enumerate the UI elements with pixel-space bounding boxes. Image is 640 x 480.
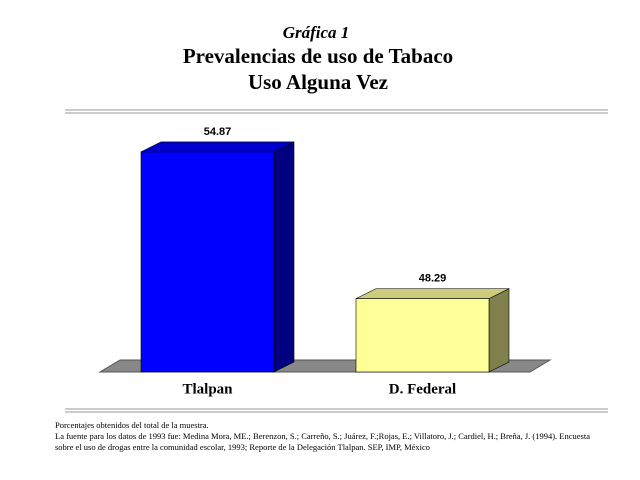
bar-top <box>355 288 510 299</box>
chart-subtitle: Uso Alguna Vez <box>248 70 388 94</box>
data-label: 54.87 <box>204 126 232 138</box>
bar <box>140 151 275 373</box>
note: sobre el uso de drogas entre la comunida… <box>55 442 430 452</box>
x-tick-label: Tlalpan <box>182 381 233 397</box>
data-label: 48.29 <box>419 273 447 285</box>
note: Porcentajes obtenidos del total de la mu… <box>55 420 209 430</box>
bar <box>355 298 490 373</box>
bar-side <box>273 141 295 373</box>
bar-top <box>140 141 295 153</box>
x-tick-label: D. Federal <box>389 381 456 397</box>
chart-title: Gráfica 1 <box>283 23 350 42</box>
note: La fuente para los datos de 1993 fue: Me… <box>55 431 590 441</box>
bar-side <box>488 288 510 373</box>
chart-subtitle: Prevalencias de uso de Tabaco <box>183 44 453 68</box>
